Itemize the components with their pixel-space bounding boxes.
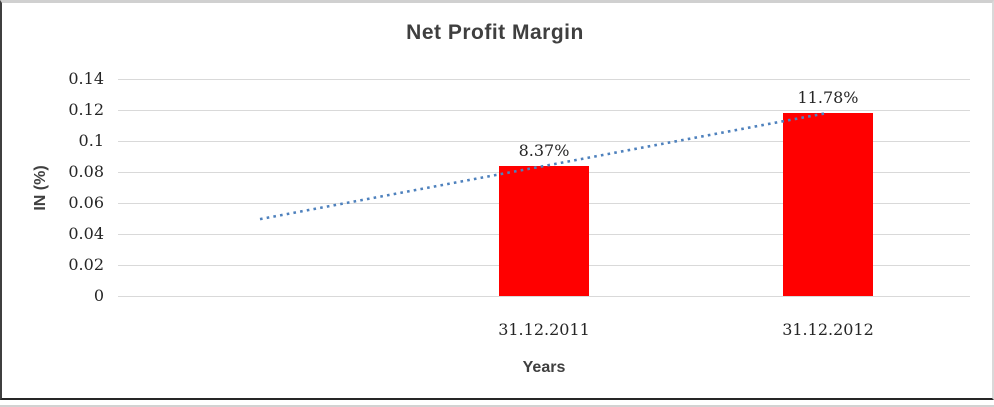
- y-tick-label: 0.04: [68, 224, 104, 243]
- x-tick-label: 31.12.2012: [782, 320, 874, 339]
- y-tick-label: 0.06: [68, 193, 104, 212]
- y-tick-label: 0: [93, 286, 104, 305]
- bar-value-label: 11.78%: [797, 88, 859, 108]
- x-tick-label: 31.12.2011: [498, 320, 590, 339]
- gridline: [118, 295, 970, 297]
- bar-value-label: 8.37%: [518, 141, 570, 161]
- y-tick-label: 0.12: [68, 100, 104, 119]
- figure-bottom-edge: [0, 405, 994, 407]
- chart-title: Net Profit Margin: [406, 21, 584, 44]
- y-tick-label: 0.02: [68, 255, 104, 274]
- bar-31.12.2011: [499, 166, 589, 296]
- gridline: [118, 109, 970, 111]
- x-axis-title: Years: [522, 359, 566, 376]
- gridline: [118, 78, 970, 80]
- y-tick-label: 0.1: [78, 131, 104, 150]
- bar-31.12.2012: [783, 113, 873, 296]
- y-axis-title: IN (%): [32, 165, 49, 211]
- y-tick-label: 0.14: [68, 69, 104, 88]
- y-tick-label: 0.08: [68, 162, 104, 181]
